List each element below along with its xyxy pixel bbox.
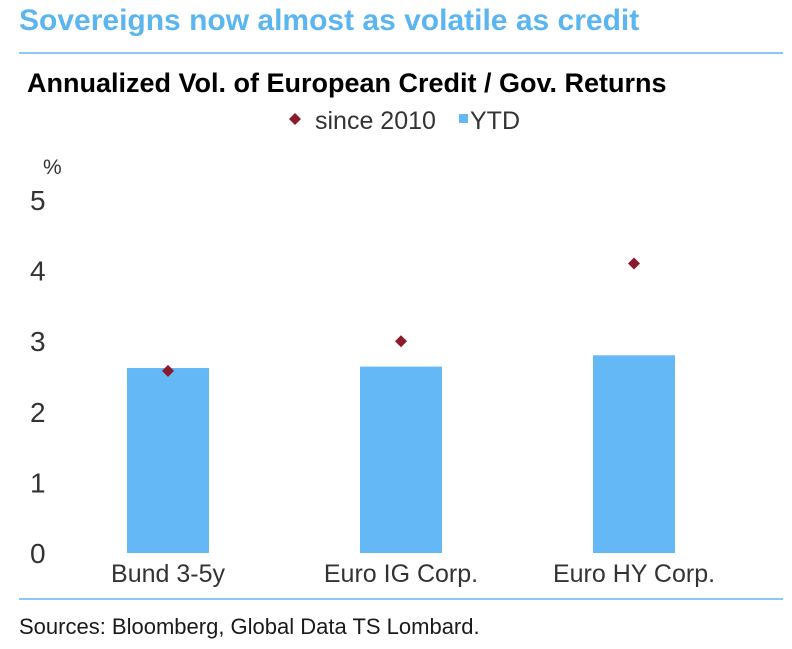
legend-marker-since-2010: [289, 113, 301, 125]
x-tick-label: Bund 3-5y: [111, 560, 225, 588]
y-tick-label: 1: [30, 467, 46, 498]
legend-label-since-2010: since 2010: [315, 107, 436, 135]
chart-legend: since 2010 YTD: [289, 107, 520, 135]
bar-series-ytd: [127, 355, 675, 553]
y-axis-unit-label: %: [43, 156, 62, 179]
x-axis-labels: Bund 3-5y Euro IG Corp. Euro HY Corp.: [111, 560, 715, 588]
bar-ytd: [593, 355, 675, 553]
headline: Sovereigns now almost as volatile as cre…: [19, 4, 640, 37]
x-tick-label: Euro HY Corp.: [553, 560, 715, 588]
legend-swatch-ytd: [459, 114, 468, 123]
marker-series-since-2010: [162, 257, 640, 377]
x-tick-label: Euro IG Corp.: [324, 560, 478, 588]
y-tick-label: 3: [30, 326, 46, 357]
bottom-divider: [19, 598, 783, 600]
bar-chart: since 2010 YTD % 0 1 2 3 4 5 Bund 3-5y Euro IG…: [30, 107, 715, 588]
bar-ytd: [360, 366, 442, 553]
top-divider: [19, 52, 783, 54]
marker-since-2010: [628, 257, 640, 270]
chart-title: Annualized Vol. of European Credit / Gov…: [27, 68, 667, 98]
bar-ytd: [127, 368, 209, 553]
legend-label-ytd: YTD: [470, 107, 520, 135]
y-tick-label: 4: [30, 256, 46, 287]
y-axis-ticks: 0 1 2 3 4 5: [30, 185, 46, 569]
y-tick-label: 5: [30, 185, 46, 216]
marker-since-2010: [162, 364, 174, 377]
y-tick-label: 2: [30, 397, 46, 428]
y-tick-label: 0: [30, 538, 46, 569]
marker-since-2010: [395, 335, 407, 348]
source-note: Sources: Bloomberg, Global Data TS Lomba…: [19, 614, 480, 639]
